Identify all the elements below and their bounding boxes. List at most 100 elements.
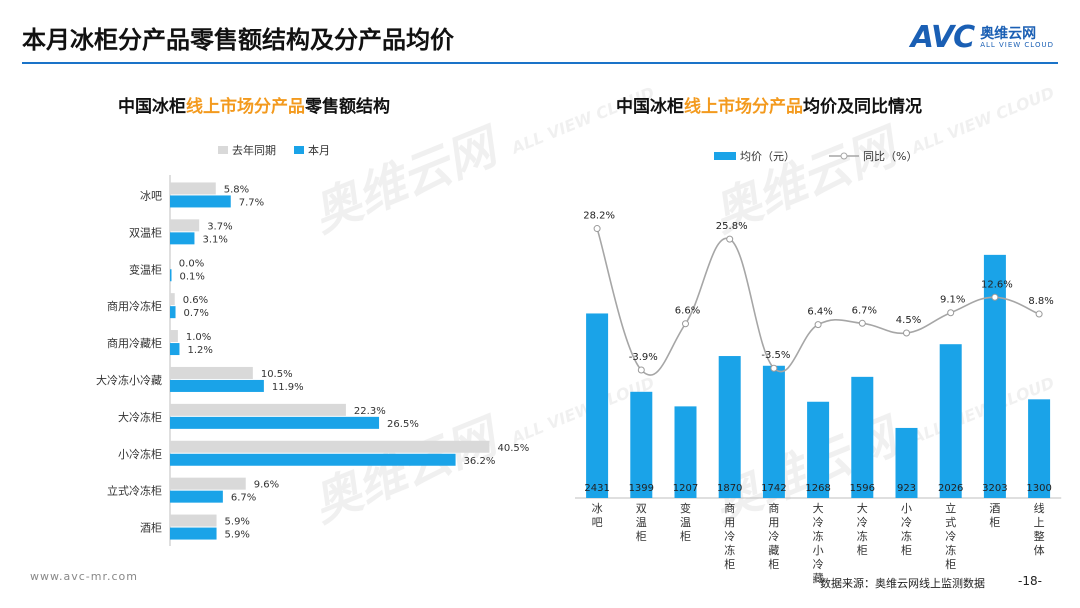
category-label: 小冷冻柜: [118, 447, 162, 461]
bar-avg-price: [939, 344, 962, 498]
yoy-label: 6.7%: [852, 305, 877, 316]
data-label: 5.9%: [225, 517, 250, 528]
category-label: 双温柜: [129, 226, 162, 239]
bar-last-year: [170, 366, 253, 379]
yoy-label: 4.5%: [896, 315, 921, 326]
category-label: 小冷冻柜: [901, 502, 912, 557]
data-label: 3.1%: [202, 234, 227, 245]
category-label: 冰吧: [140, 189, 162, 202]
bar-avg-price: [718, 356, 741, 498]
yoy-label: -3.5%: [761, 350, 790, 361]
data-label: 11.9%: [272, 382, 304, 393]
legend-swatch-blue: [294, 146, 304, 154]
data-label: 3.7%: [207, 221, 232, 232]
category-label: 大冷冻小冷藏: [96, 373, 162, 387]
data-label: 5.9%: [225, 530, 250, 541]
bar-last-year: [170, 514, 217, 527]
bar-this-month: [170, 379, 264, 392]
yoy-point: [814, 321, 822, 329]
data-label: 0.6%: [183, 295, 208, 306]
bar-this-month: [170, 343, 180, 356]
bar-this-month: [170, 195, 231, 208]
page-number: -18-: [1018, 574, 1042, 588]
yoy-line: [596, 228, 1040, 376]
yoy-point: [991, 293, 999, 301]
bar-value-label: 1300: [1026, 483, 1051, 494]
bar-avg-price: [851, 376, 874, 498]
yoy-point: [858, 319, 866, 327]
legend-label-this-month: 本月: [308, 144, 330, 157]
bar-last-year: [170, 440, 490, 453]
bar-last-year: [170, 293, 175, 306]
bar-value-label: 1207: [673, 483, 698, 494]
category-label: 线上整体: [1034, 501, 1045, 557]
bar-avg-price: [630, 391, 653, 498]
category-label: 变温柜: [680, 501, 691, 543]
yoy-point: [947, 309, 955, 317]
bar-avg-price: [762, 365, 785, 498]
data-label: 1.0%: [186, 332, 211, 343]
bar-value-label: 1399: [629, 483, 654, 494]
bar-last-year: [170, 256, 171, 269]
legend-label-price: 均价（元）: [740, 150, 795, 163]
data-label: 36.2%: [464, 456, 496, 467]
bar-value-label: 1742: [761, 483, 786, 494]
legend-label-last-year: 去年同期: [232, 144, 276, 157]
bar-avg-price: [586, 313, 609, 498]
bar-this-month: [170, 416, 380, 429]
right-chart-title: 中国冰柜线上市场分产品均价及同比情况: [616, 97, 922, 117]
bar-value-label: 2026: [938, 483, 963, 494]
bar-last-year: [170, 182, 216, 195]
yoy-point: [770, 364, 778, 372]
bar-this-month: [170, 453, 456, 466]
bar-avg-price: [983, 254, 1006, 498]
category-label: 商用冷藏柜: [107, 336, 162, 350]
data-label: 26.5%: [387, 419, 419, 430]
category-label: 商用冷藏柜: [768, 501, 779, 571]
bar-last-year: [170, 219, 200, 232]
bar-avg-price: [1028, 399, 1051, 498]
yoy-label: 12.6%: [981, 279, 1013, 290]
header-divider: [22, 62, 1058, 64]
yoy-point: [726, 235, 734, 243]
yoy-label: 6.4%: [807, 307, 832, 318]
data-label: 0.7%: [184, 308, 209, 319]
bar-last-year: [170, 330, 178, 343]
logo-cn-text: 奥维云网: [980, 25, 1037, 42]
yoy-label: 8.8%: [1028, 296, 1053, 307]
data-label: 22.3%: [354, 406, 386, 417]
data-label: 10.5%: [261, 369, 293, 380]
category-label: 立式冷冻柜: [107, 484, 162, 498]
footer-source: 数据来源：奥维云网线上监测数据: [820, 577, 985, 590]
category-label: 冰吧: [592, 502, 603, 529]
bar-value-label: 1596: [850, 483, 875, 494]
bar-last-year: [170, 477, 246, 490]
category-label: 立式冷冻柜: [945, 501, 956, 571]
bar-value-label: 1268: [805, 483, 830, 494]
data-label: 0.0%: [179, 258, 204, 269]
right-legend: 均价（元） 同比（%）: [714, 148, 917, 164]
legend-swatch-yoy: [829, 152, 859, 160]
bar-this-month: [170, 232, 195, 245]
data-label: 7.7%: [239, 197, 264, 208]
legend-label-yoy: 同比（%）: [863, 150, 918, 163]
data-label: 6.7%: [231, 493, 256, 504]
logo-en-text: ALL VIEW CLOUD: [980, 40, 1054, 49]
category-label: 变温柜: [129, 262, 162, 276]
yoy-point: [682, 320, 689, 328]
footer-url[interactable]: www.avc-mr.com: [30, 570, 138, 583]
left-legend: 去年同期 本月: [218, 142, 330, 158]
data-label: 1.2%: [187, 345, 212, 356]
data-label: 40.5%: [498, 443, 530, 454]
brand-logo: AVC 奥维云网 ALL VIEW CLOUD: [911, 20, 1054, 55]
bar-value-label: 3203: [982, 483, 1007, 494]
data-label: 9.6%: [254, 480, 279, 491]
bar-this-month: [170, 306, 176, 319]
left-bar-chart: 冰吧 5.8% 7.7% 双温柜 3.7% 3.1% 变温柜 0.0% 0.1% 商用冷冻柜 0.6…: [96, 175, 530, 546]
bar-this-month: [170, 490, 223, 503]
yoy-point: [637, 366, 645, 374]
data-label: 0.1%: [180, 271, 205, 282]
legend-swatch-gray: [218, 146, 228, 154]
category-label: 酒柜: [140, 522, 162, 535]
right-combo-chart: 2431 冰吧 1399 双温柜 1207 变温柜 1870 商用冷冻柜 1742 商用冷藏柜 12…: [575, 211, 1062, 585]
